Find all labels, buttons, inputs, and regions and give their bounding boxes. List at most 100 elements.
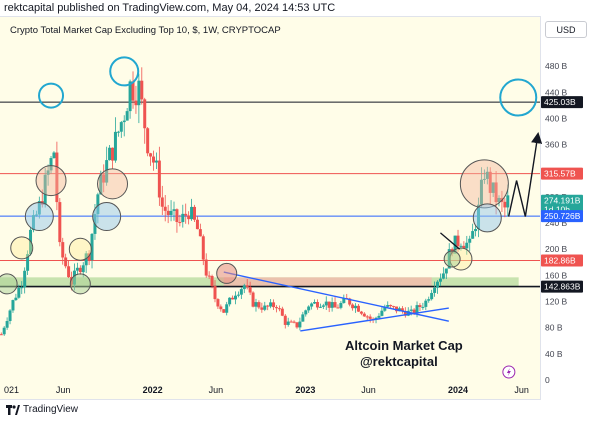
candle-body	[392, 306, 396, 308]
candle-body	[465, 242, 469, 249]
candle-body	[497, 197, 501, 203]
highlight-circle	[109, 56, 140, 87]
candle-body	[380, 310, 384, 316]
candle-body	[134, 100, 138, 106]
candle-body	[207, 275, 211, 277]
candle-body	[105, 160, 109, 183]
candle-body	[222, 309, 226, 313]
resistance-zone	[223, 277, 432, 287]
candle-body	[149, 153, 153, 157]
candle-body	[409, 309, 413, 311]
candle-body	[386, 304, 390, 307]
candle-body	[140, 80, 144, 100]
candle-body	[143, 99, 147, 129]
candle-body	[415, 305, 419, 314]
candle-body	[111, 147, 115, 161]
candle-body	[482, 178, 486, 180]
candle-body	[459, 245, 463, 247]
candle-body	[116, 131, 120, 133]
candle-body	[248, 286, 252, 293]
candle-body	[128, 81, 132, 112]
candle-body	[280, 308, 284, 316]
y-tick-label: 440 B	[545, 87, 568, 97]
candle-body	[231, 297, 235, 300]
candle-body	[75, 267, 79, 271]
candle-body	[333, 302, 337, 308]
candle-body	[468, 238, 472, 243]
candle-body	[310, 303, 314, 307]
candle-body	[14, 297, 18, 301]
candle-body	[313, 302, 317, 304]
candle-body	[113, 131, 117, 161]
candle-body	[491, 182, 495, 193]
footer-brand: TradingView	[23, 404, 79, 415]
candle-body	[58, 202, 62, 243]
candle-body	[485, 171, 489, 179]
highlight-circle	[443, 250, 461, 268]
candle-body	[61, 242, 65, 258]
price-label-badge	[541, 210, 583, 223]
candle-body	[245, 285, 249, 287]
candle-body	[441, 273, 445, 279]
candle-body	[64, 257, 68, 267]
chart-title: Crypto Total Market Cap Excluding Top 10…	[10, 25, 281, 36]
candle-body	[324, 301, 328, 306]
candle-body	[169, 210, 173, 215]
candle-body	[160, 197, 164, 207]
candle-body	[201, 236, 205, 260]
candle-body	[318, 306, 322, 308]
candle-body	[348, 298, 352, 305]
price-label-badge	[541, 254, 583, 267]
candle-body	[78, 267, 82, 273]
price-label-text: 315.57B	[544, 169, 576, 179]
y-tick-label: 120 B	[545, 297, 568, 307]
y-tick-label: 80 B	[545, 323, 563, 333]
candle-body	[239, 289, 243, 295]
y-tick-label: 400 B	[545, 113, 568, 123]
y-tick-label: 40 B	[545, 349, 563, 359]
candle-body	[354, 305, 358, 309]
candle-body	[228, 297, 232, 305]
candle-body	[403, 310, 407, 316]
candle-body	[292, 321, 296, 323]
candle-body	[254, 302, 258, 307]
candle-body	[125, 111, 129, 121]
candle-body	[198, 229, 202, 237]
candle-body	[187, 215, 191, 220]
price-label-text: 250.726B	[544, 211, 581, 221]
candle-body	[49, 158, 53, 171]
candle-body	[233, 295, 237, 300]
candle-body	[307, 306, 311, 311]
candle-body	[2, 327, 6, 335]
candle-body	[137, 80, 141, 106]
candle-body	[213, 285, 217, 300]
x-tick-label: 2022	[143, 385, 163, 395]
highlight-circle	[459, 159, 509, 209]
highlight-circle	[24, 202, 54, 232]
candle-body	[242, 285, 246, 290]
candle-body	[336, 307, 340, 309]
candle-body	[87, 253, 91, 261]
candle-body	[400, 308, 404, 311]
candle-body	[193, 206, 197, 220]
candle-body	[251, 292, 255, 307]
price-label-badge	[541, 280, 583, 293]
currency-selector[interactable]: USD	[545, 21, 587, 38]
x-tick-label: 2023	[295, 385, 315, 395]
breakout-arrow	[440, 232, 461, 250]
candle-body	[304, 310, 308, 315]
candle-body	[295, 322, 299, 328]
highlight-circle	[216, 262, 238, 284]
candle-body	[43, 174, 47, 205]
candle-body	[479, 179, 483, 205]
candle-body	[96, 194, 100, 215]
candle-body	[184, 213, 188, 216]
candle-body	[210, 275, 214, 286]
candle-body	[8, 310, 12, 322]
candle-body	[119, 122, 123, 132]
candle-body	[131, 81, 135, 101]
candle-body	[84, 253, 88, 266]
candle-body	[181, 213, 185, 223]
candle-body	[506, 195, 510, 208]
